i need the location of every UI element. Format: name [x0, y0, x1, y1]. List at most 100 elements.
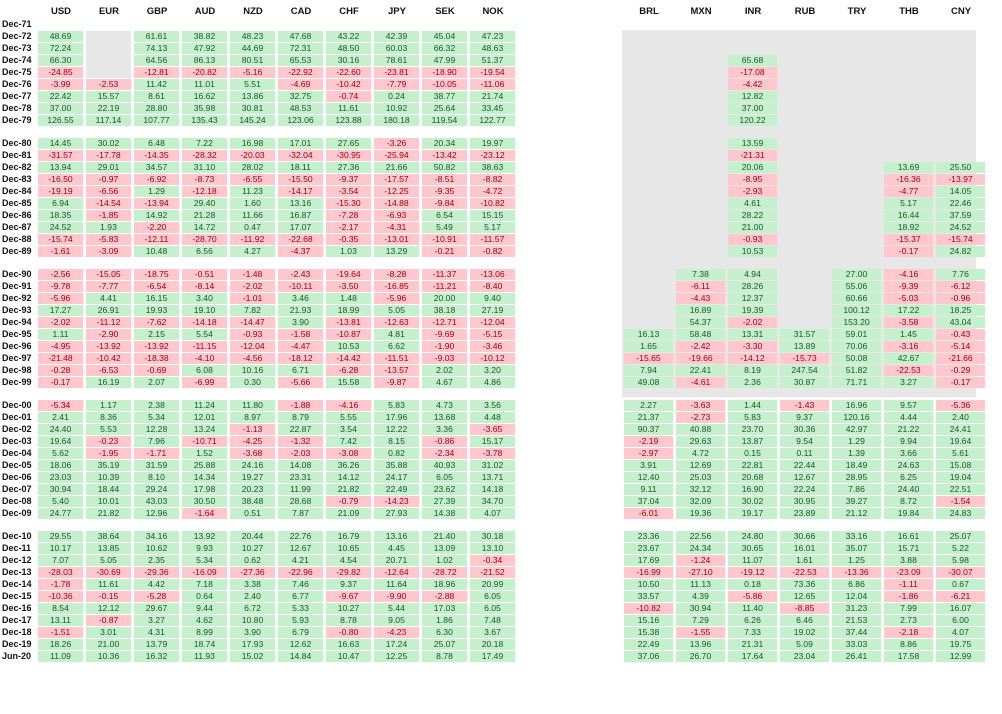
- table-cell: -1.95: [86, 448, 131, 459]
- row-label: Dec-12: [2, 555, 32, 565]
- table-cell: -13.92: [134, 341, 179, 352]
- table-cell: -12.71: [422, 317, 467, 328]
- table-cell: 1.65: [624, 341, 673, 352]
- table-cell: 14.72: [182, 222, 227, 233]
- table-cell: 7.33: [728, 627, 777, 638]
- table-cell: -15.30: [326, 198, 371, 209]
- table-cell: 13.94: [38, 162, 83, 173]
- table-cell: 8.19: [728, 365, 777, 376]
- table-cell: 0.64: [182, 591, 227, 602]
- table-cell: 23.89: [780, 508, 829, 519]
- table-cell: 21.22: [884, 424, 933, 435]
- table-cell: 23.04: [780, 651, 829, 662]
- col-header-nok: NOK: [482, 6, 504, 17]
- table-cell: 40.93: [422, 460, 467, 471]
- table-cell: 12.12: [86, 603, 131, 614]
- table-cell: 42.39: [374, 31, 419, 42]
- table-cell: -19.19: [38, 186, 83, 197]
- table-cell: -2.03: [278, 448, 323, 459]
- missing-cell: [86, 55, 131, 67]
- table-cell: 64.56: [134, 55, 179, 66]
- table-cell: -16.99: [624, 567, 673, 578]
- table-cell: 17.24: [374, 639, 419, 650]
- table-cell: 20.71: [374, 555, 419, 566]
- table-cell: 14.38: [422, 508, 467, 519]
- table-cell: -4.47: [278, 341, 323, 352]
- table-cell: -6.53: [86, 365, 131, 376]
- table-cell: -0.23: [86, 436, 131, 447]
- table-cell: 28.80: [134, 103, 179, 114]
- table-cell: 1.61: [780, 555, 829, 566]
- table-cell: 6.25: [884, 472, 933, 483]
- table-cell: -2.43: [278, 269, 323, 280]
- table-cell: -21.52: [470, 567, 515, 578]
- table-cell: 18.06: [38, 460, 83, 471]
- table-cell: -14.12: [728, 353, 777, 364]
- table-cell: 12.99: [936, 651, 985, 662]
- table-cell: 13.86: [230, 91, 275, 102]
- table-cell: 73.36: [780, 579, 829, 590]
- table-cell: 10.17: [38, 543, 83, 554]
- table-cell: 35.88: [374, 460, 419, 471]
- table-cell: -11.92: [230, 234, 275, 245]
- table-cell: -8.28: [374, 269, 419, 280]
- table-cell: 32.09: [676, 496, 725, 507]
- col-header-chf: CHF: [339, 6, 359, 17]
- table-cell: 19.64: [38, 436, 83, 447]
- table-cell: -21.31: [728, 150, 777, 161]
- row-label: Dec-73: [2, 43, 32, 53]
- table-cell: -20.03: [230, 150, 275, 161]
- table-cell: -4.61: [676, 377, 725, 388]
- table-cell: 15.08: [936, 460, 985, 471]
- table-cell: 30.81: [230, 103, 275, 114]
- table-cell: 19.64: [936, 436, 985, 447]
- table-cell: -2.02: [728, 317, 777, 328]
- table-cell: -15.05: [86, 269, 131, 280]
- table-cell: 14.08: [278, 460, 323, 471]
- table-cell: 8.54: [38, 603, 83, 614]
- table-cell: -15.73: [780, 353, 829, 364]
- missing-cell: [86, 31, 131, 43]
- row-label: Dec-15: [2, 591, 32, 601]
- table-cell: 38.64: [86, 531, 131, 542]
- table-cell: 30.16: [326, 55, 371, 66]
- table-cell: -0.43: [936, 329, 985, 340]
- table-cell: 4.39: [676, 591, 725, 602]
- table-cell: 2.41: [38, 412, 83, 423]
- table-cell: -4.95: [38, 341, 83, 352]
- table-cell: 1.11: [38, 329, 83, 340]
- table-cell: 4.54: [326, 555, 371, 566]
- table-cell: 8.72: [884, 496, 933, 507]
- table-cell: 0.18: [728, 579, 777, 590]
- table-cell: -1.64: [182, 508, 227, 519]
- row-label: Dec-92: [2, 293, 32, 303]
- table-cell: 4.62: [182, 615, 227, 626]
- table-cell: 4.94: [728, 269, 777, 280]
- table-cell: -1.61: [38, 246, 83, 257]
- table-cell: 38.82: [182, 31, 227, 42]
- table-cell: 2.07: [134, 377, 179, 388]
- table-cell: 48.23: [230, 31, 275, 42]
- table-cell: -7.79: [374, 79, 419, 90]
- table-cell: -6.01: [624, 508, 673, 519]
- table-cell: -2.88: [422, 591, 467, 602]
- table-cell: 6.94: [38, 198, 83, 209]
- table-cell: 2.40: [230, 591, 275, 602]
- table-cell: 24.82: [936, 246, 985, 257]
- table-cell: 13.79: [134, 639, 179, 650]
- table-cell: 11.01: [182, 79, 227, 90]
- table-cell: -0.21: [422, 246, 467, 257]
- table-cell: -13.92: [86, 341, 131, 352]
- table-cell: 16.32: [134, 651, 179, 662]
- table-cell: 66.32: [422, 43, 467, 54]
- table-cell: 2.35: [134, 555, 179, 566]
- table-cell: -9.39: [884, 281, 933, 292]
- table-cell: 6.05: [470, 603, 515, 614]
- table-cell: -1.01: [230, 293, 275, 304]
- table-cell: 0.82: [374, 448, 419, 459]
- table-cell: 18.92: [884, 222, 933, 233]
- row-label: Dec-91: [2, 281, 32, 291]
- table-cell: 26.41: [832, 651, 881, 662]
- table-cell: 10.65: [326, 543, 371, 554]
- table-cell: 48.69: [38, 31, 83, 42]
